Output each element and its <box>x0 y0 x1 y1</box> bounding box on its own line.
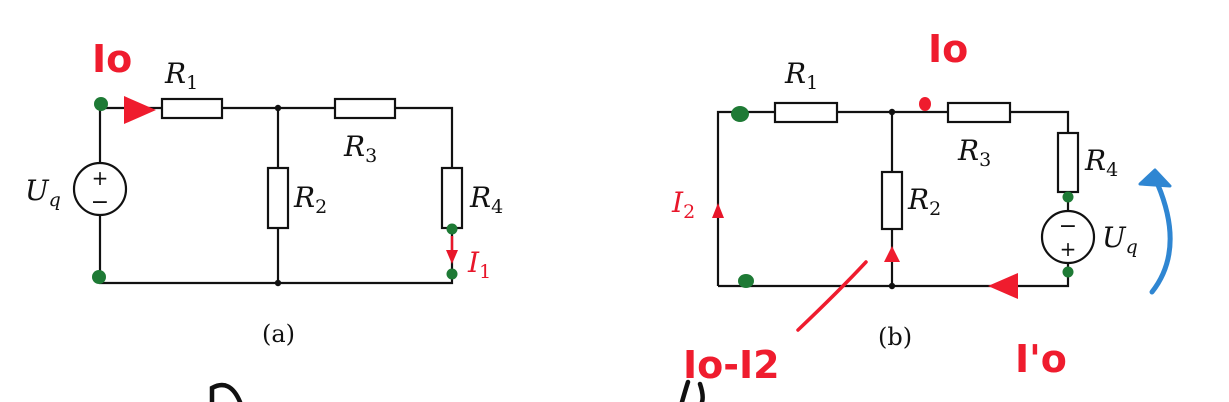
blue-direction-arrow <box>1149 182 1173 295</box>
label-r3: R3 <box>343 130 377 167</box>
resistor-r1 <box>160 97 224 120</box>
label-r2: R2 <box>907 183 941 220</box>
junction-dot <box>888 282 896 290</box>
partial-handwriting <box>679 379 705 402</box>
junction-dot <box>274 279 282 287</box>
source-plus-sign: + <box>92 166 109 190</box>
label-source-uq: Uq <box>1102 221 1138 258</box>
resistor-r1 <box>773 101 839 124</box>
voltage-source-b: − + <box>1040 209 1096 265</box>
red-current-arrowhead <box>988 273 1018 299</box>
label-r1: R1 <box>784 57 818 94</box>
label-r3: R3 <box>957 134 991 171</box>
resistor-r4 <box>440 166 464 230</box>
handwritten-io-label: Io <box>92 37 132 81</box>
red-pointer-line <box>796 260 868 332</box>
blue-arrowhead <box>1138 168 1172 188</box>
label-r4: R4 <box>1084 144 1118 181</box>
green-mark <box>446 268 458 280</box>
handwritten-io-minus-i2-label: Io-I2 <box>683 343 780 387</box>
label-r2: R2 <box>293 181 327 218</box>
diagram-b: − + R1 R2 R3 R4 Uq I2 (b) Io Io-I2 I'o <box>671 27 1173 387</box>
handwritten-io-prime-label: I'o <box>1015 337 1067 381</box>
source-minus-sign: − <box>1059 214 1077 239</box>
diagram-a: + − R1 R2 R3 R4 Uq I1 (a) Io <box>25 37 503 348</box>
green-mark <box>731 106 749 122</box>
label-i2: I2 <box>671 186 695 223</box>
green-mark <box>92 270 106 284</box>
source-minus-sign: − <box>91 190 109 215</box>
red-current-arrowhead <box>884 246 900 262</box>
junction-dot <box>274 104 282 112</box>
handwritten-io-top-label: Io <box>928 27 968 71</box>
label-r1: R1 <box>164 57 198 94</box>
green-mark <box>738 274 754 288</box>
green-mark <box>446 223 458 235</box>
source-plus-sign: + <box>1060 237 1077 261</box>
red-mark <box>919 97 931 111</box>
resistor-r2 <box>266 166 290 230</box>
label-r4: R4 <box>469 181 503 218</box>
caption-b: (b) <box>878 323 912 351</box>
current-i1-arrow <box>446 236 458 264</box>
green-mark <box>1062 266 1074 278</box>
red-current-arrowhead <box>124 96 156 124</box>
caption-a: (a) <box>262 320 295 348</box>
resistor-r3 <box>333 97 397 120</box>
label-source-uq: Uq <box>25 174 61 211</box>
label-i1: I1 <box>467 246 491 283</box>
voltage-source-a: + − <box>72 161 128 217</box>
partial-handwriting <box>209 382 243 402</box>
resistor-r2 <box>880 170 904 231</box>
resistor-r4 <box>1056 131 1080 194</box>
current-i2-arrow <box>712 203 724 218</box>
green-mark <box>94 97 108 111</box>
resistor-r3 <box>946 101 1012 124</box>
junction-dot <box>888 108 896 116</box>
green-mark <box>1062 191 1074 203</box>
